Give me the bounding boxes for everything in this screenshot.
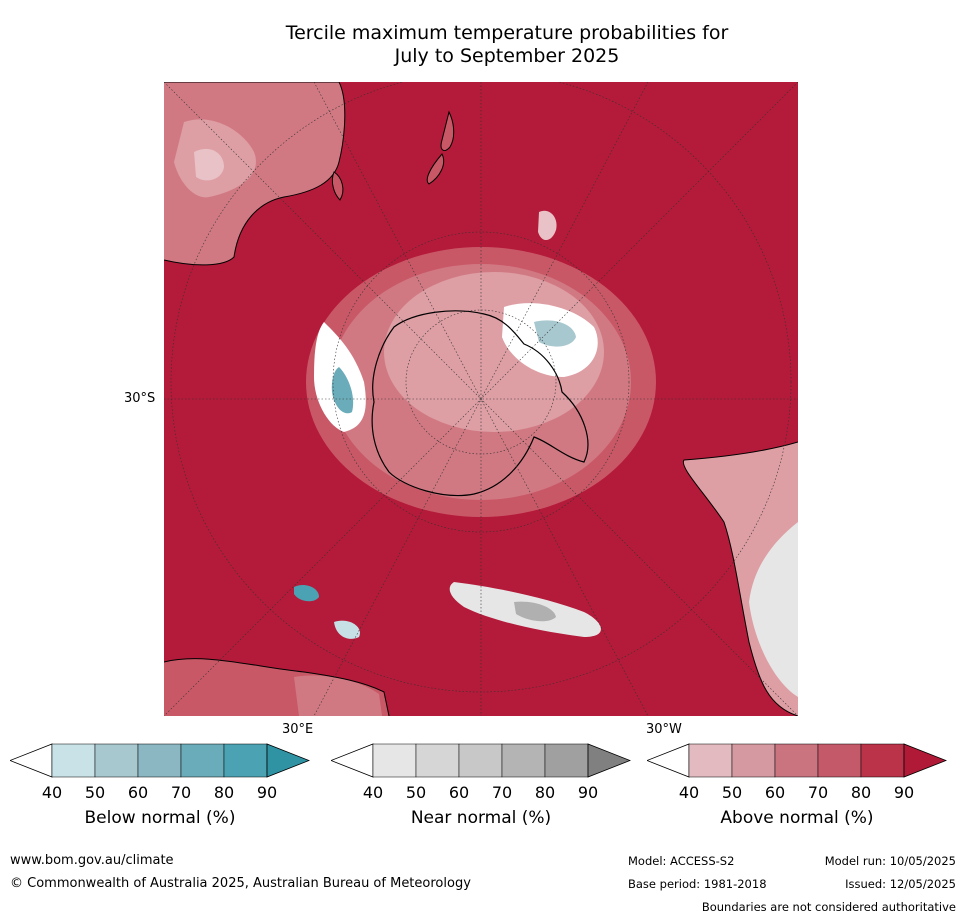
issued-date: Issued: 12/05/2025 — [845, 877, 956, 891]
colorbar-right-triangle — [587, 743, 631, 778]
colorbar-tick-label: 50 — [405, 783, 427, 802]
below-normal-weddell-patch — [534, 320, 576, 347]
base-period: Base period: 1981-2018 — [628, 877, 767, 891]
below-normal-south-patch-2 — [334, 620, 360, 639]
colorbar-tick-label: 80 — [850, 783, 872, 802]
south-america-near-normal — [749, 522, 798, 697]
chart-title: Tercile maximum temperature probabilitie… — [160, 22, 854, 68]
colorbar-tick-label: 60 — [127, 783, 149, 802]
colorbar-segment — [415, 743, 460, 778]
south-america-coastline — [682, 441, 798, 716]
above-40-north-patch — [538, 210, 557, 241]
colorbar-tick-label: 60 — [764, 783, 786, 802]
colorbar-tick-label: 40 — [678, 783, 700, 802]
colorbar-segment — [860, 743, 905, 778]
colorbar-tick-label: 70 — [807, 783, 829, 802]
colorbar-tick-label: 90 — [893, 783, 915, 802]
colorbar-segment — [731, 743, 776, 778]
madagascar — [331, 171, 344, 201]
longitude-label-30w: 30°W — [646, 722, 682, 737]
colorbar-segment — [458, 743, 503, 778]
below-normal-south-patch — [294, 585, 319, 602]
colorbar-segment — [372, 743, 417, 778]
colorbar-near-normal — [331, 743, 631, 779]
colorbar-tick-label: 40 — [41, 783, 63, 802]
colorbar-segment — [223, 743, 268, 778]
near-normal-70-patch — [514, 601, 556, 622]
model-run-date: Model run: 10/05/2025 — [824, 854, 956, 868]
colorbar-tick-label: 80 — [534, 783, 556, 802]
new-zealand-north — [440, 110, 455, 151]
map-svg — [164, 82, 798, 716]
colorbar-above-normal — [647, 743, 947, 779]
title-line-2: July to September 2025 — [394, 45, 620, 67]
colorbar-segment — [51, 743, 96, 778]
colorbar-tick-label: 90 — [256, 783, 278, 802]
colorbar-segment — [688, 743, 733, 778]
australia-coastline — [164, 658, 390, 716]
colorbar-tick-label: 80 — [213, 783, 235, 802]
colorbar-tick-label: 60 — [448, 783, 470, 802]
website-link[interactable]: www.bom.gov.au/climate — [10, 853, 174, 868]
colorbar-tick-label: 90 — [577, 783, 599, 802]
colorbar-segment — [501, 743, 546, 778]
colorbar-tick-label: 70 — [491, 783, 513, 802]
copyright-text: © Commonwealth of Australia 2025, Austra… — [10, 876, 471, 891]
colorbar-tick-label: 50 — [84, 783, 106, 802]
colorbar-near-label: Near normal (%) — [410, 808, 552, 828]
australia-east-region — [294, 675, 382, 716]
probability-map — [164, 82, 798, 716]
longitude-label-30e: 30°E — [282, 722, 314, 737]
graticule — [164, 82, 798, 716]
colorbar-segment — [94, 743, 139, 778]
new-zealand-south — [426, 153, 445, 185]
title-line-1: Tercile maximum temperature probabilitie… — [285, 22, 729, 44]
colorbar-segment — [180, 743, 225, 778]
colorbar-above-label: Above normal (%) — [720, 808, 874, 828]
colorbar-below-label: Below normal (%) — [84, 808, 236, 828]
colorbar-left-triangle — [10, 743, 53, 778]
colorbar-left-triangle — [647, 743, 690, 778]
colorbar-tick-label: 40 — [362, 783, 384, 802]
colorbar-right-triangle — [903, 743, 947, 778]
colorbar-below-normal — [10, 743, 310, 779]
colorbar-left-triangle — [331, 743, 374, 778]
colorbar-segment — [544, 743, 589, 778]
disclaimer-text: Boundaries are not considered authoritat… — [701, 900, 956, 914]
colorbar-right-triangle — [266, 743, 310, 778]
colorbar-segment — [817, 743, 862, 778]
latitude-label-30s: 30°S — [124, 391, 156, 406]
antarctica-coastline — [371, 310, 589, 497]
africa-coastline — [164, 82, 346, 266]
colorbar-tick-label: 50 — [721, 783, 743, 802]
colorbar-segment — [137, 743, 182, 778]
below-normal-west-patch — [331, 367, 354, 414]
colorbar-tick-label: 70 — [170, 783, 192, 802]
africa-light-patch — [194, 148, 224, 181]
model-name: Model: ACCESS-S2 — [628, 854, 735, 868]
colorbar-segment — [774, 743, 819, 778]
